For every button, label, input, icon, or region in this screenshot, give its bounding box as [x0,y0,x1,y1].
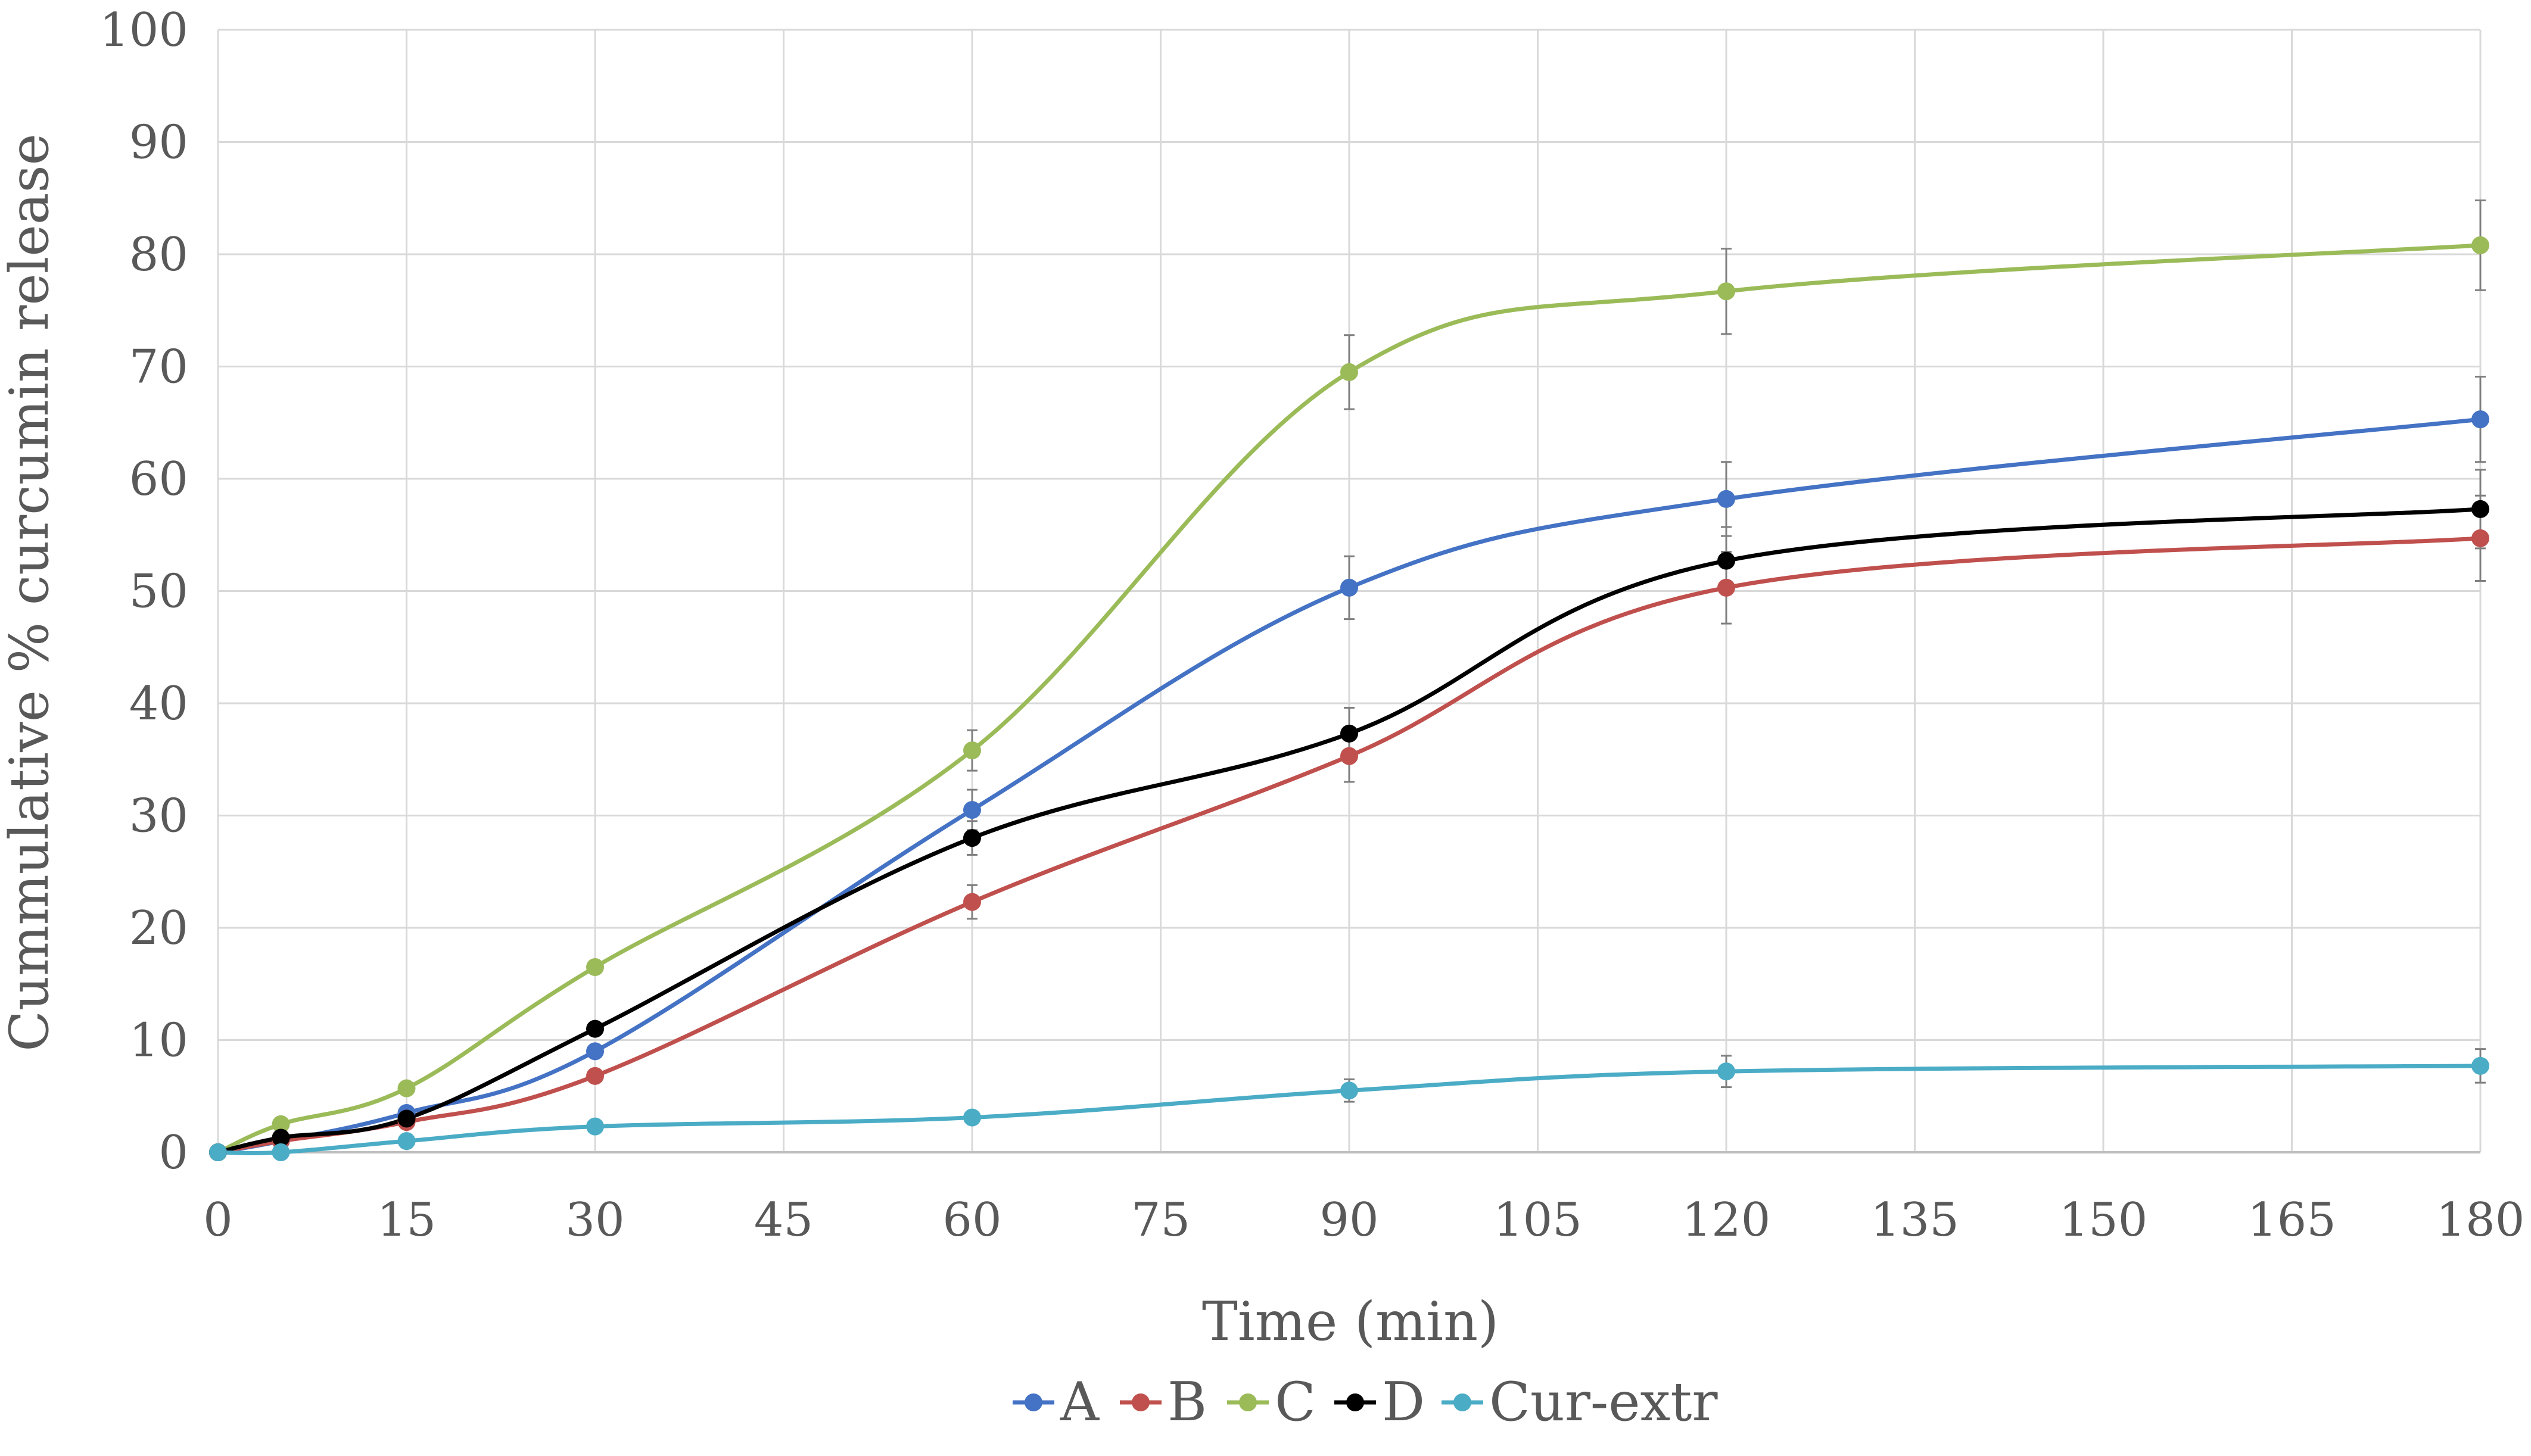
legend-swatch-marker-b [1132,1393,1150,1411]
data-point-a [1340,578,1358,597]
tick-labels: 0 10 20 30 40 50 60 70 80 90 100 0 15 30 45 60 75 90 105 12… [99,4,2524,1247]
legend-swatch-marker-c [1239,1393,1257,1411]
x-tick-label: 105 [1493,1193,1582,1247]
data-point-cur-extr [963,1108,981,1127]
x-tick-label: 0 [203,1193,233,1247]
legend-swatch-marker-a [1025,1393,1042,1411]
data-point-c [1340,363,1358,381]
data-point-cur-extr [1340,1081,1358,1100]
x-axis-title: Time (min) [1202,1290,1499,1353]
data-point-cur-extr [209,1143,227,1161]
data-point-c [586,958,604,976]
x-tick-label: 135 [1870,1193,1959,1247]
data-point-d [1717,551,1735,570]
data-point-a [1717,490,1735,508]
data-point-c [272,1115,290,1133]
legend: A B C D Cur-extr [1013,1371,1718,1433]
data-point-d [1340,724,1358,743]
data-point-d [2471,500,2489,518]
data-point-c [1717,282,1735,301]
legend-swatch-marker-d [1346,1393,1364,1411]
legend-swatch-marker-cur-extr [1453,1393,1471,1411]
data-point-c [397,1079,416,1098]
y-tick-label: 20 [129,902,188,955]
x-tick-label: 60 [942,1193,1001,1247]
y-tick-label: 30 [129,790,188,843]
legend-label-d: D [1382,1371,1425,1433]
grid [217,29,2482,1153]
legend-label-a: A [1060,1371,1100,1433]
error-bars [967,199,2486,1103]
x-tick-label: 75 [1131,1193,1190,1247]
data-point-a [586,1042,604,1061]
data-point-b [1340,747,1358,765]
x-tick-label: 45 [754,1193,813,1247]
legend-label-b: B [1168,1371,1207,1433]
y-tick-label: 80 [129,228,188,282]
data-point-c [2471,236,2489,254]
legend-label-c: C [1275,1371,1316,1433]
x-tick-label: 15 [377,1193,436,1247]
y-axis-title: Cummulative % curcumin release [0,133,61,1052]
x-tick-label: 30 [565,1193,624,1247]
data-point-cur-extr [586,1117,604,1136]
data-point-b [586,1067,604,1085]
series-markers [209,236,2489,1161]
data-point-d [397,1109,416,1128]
y-tick-label: 90 [129,116,188,170]
data-point-cur-extr [2471,1056,2489,1075]
x-tick-label: 90 [1319,1193,1378,1247]
y-tick-label: 40 [129,677,188,731]
x-tick-label: 165 [2247,1193,2336,1247]
y-tick-label: 70 [129,341,188,394]
data-point-a [2471,410,2489,429]
data-point-d [272,1128,290,1147]
y-tick-label: 50 [129,565,188,619]
y-tick-label: 10 [129,1014,188,1068]
x-tick-label: 120 [1682,1193,1771,1247]
y-tick-label: 0 [158,1126,188,1180]
y-tick-label: 100 [99,4,188,57]
data-point-d [963,829,981,847]
data-point-a [963,801,981,819]
data-point-c [963,741,981,760]
data-point-cur-extr [1717,1062,1735,1081]
data-point-cur-extr [397,1132,416,1151]
data-point-b [1717,578,1735,597]
data-point-b [963,893,981,911]
x-tick-label: 180 [2436,1193,2525,1247]
x-tick-label: 150 [2059,1193,2148,1247]
legend-label-cur-extr: Cur-extr [1489,1371,1718,1433]
data-point-d [586,1019,604,1038]
y-tick-label: 60 [129,453,188,506]
data-point-b [2471,529,2489,547]
data-point-cur-extr [272,1143,290,1161]
